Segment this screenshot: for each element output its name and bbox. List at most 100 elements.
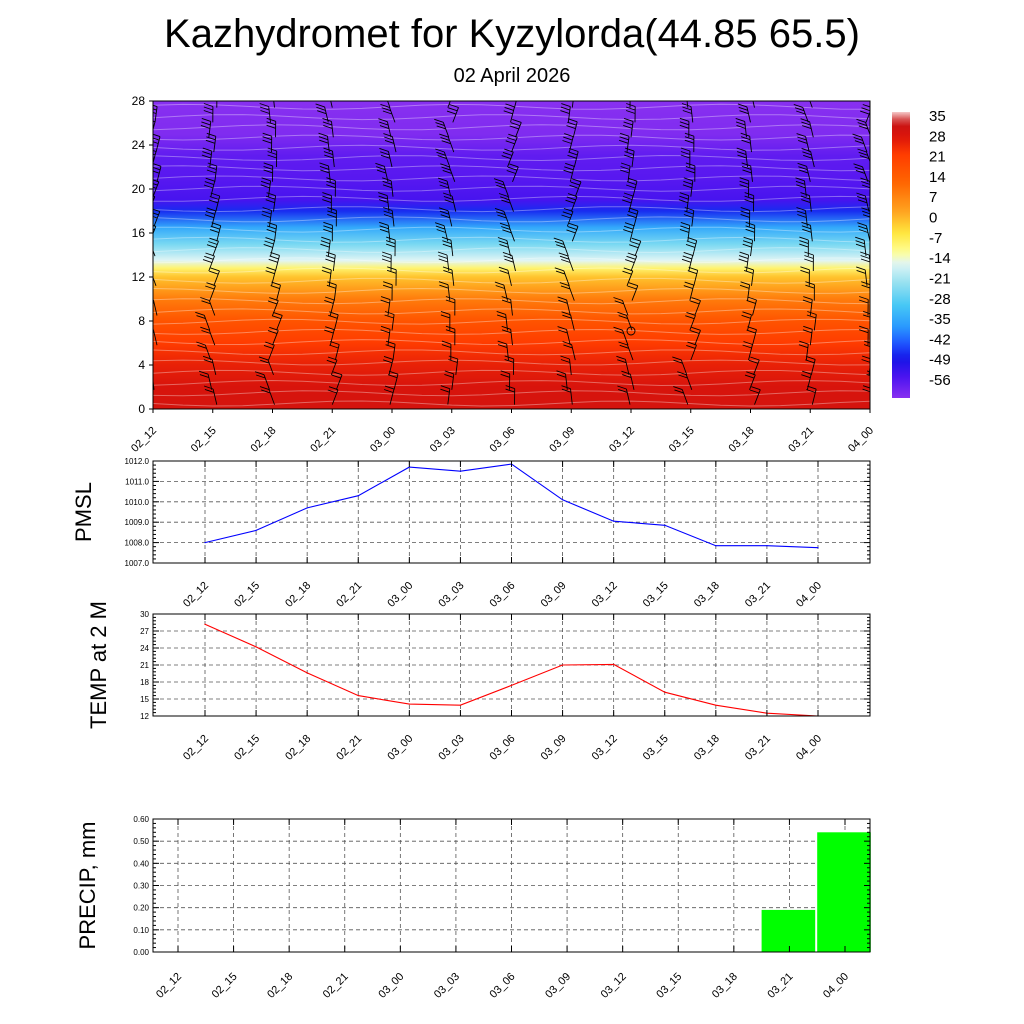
ytick-label: 0.60 — [133, 815, 149, 824]
heatmap-xtick-label: 03_00 — [368, 425, 398, 455]
wind-barb — [856, 118, 870, 136]
series-point — [204, 623, 206, 625]
wind-barb — [796, 207, 808, 227]
ytick-label: 15 — [140, 695, 149, 704]
wind-barb — [138, 283, 153, 301]
ytick-label: 0.30 — [133, 882, 149, 891]
wind-barb — [801, 147, 815, 168]
wind-barb — [268, 251, 280, 272]
wind-barbs — [138, 101, 870, 405]
wind-barb — [805, 281, 815, 301]
contour-line — [153, 400, 870, 407]
wind-barb — [797, 162, 811, 182]
xtick-label: 02_12 — [154, 971, 184, 1001]
wind-barb — [687, 266, 699, 286]
ytick-label: 27 — [140, 627, 149, 636]
wind-barb — [326, 177, 336, 197]
wind-barb — [805, 355, 816, 376]
wind-barb — [626, 177, 638, 197]
wind-barb — [380, 325, 391, 346]
colorbar-label: -21 — [929, 270, 951, 287]
heatmap-ytick-label: 12 — [132, 270, 146, 284]
wind-barb — [266, 221, 278, 242]
series-point — [715, 704, 717, 706]
wind-barb — [265, 266, 276, 286]
xtick-label: 02_15 — [232, 733, 262, 763]
wind-barb — [434, 118, 450, 138]
temp2m-panel: 12 15 18 21 24 27 30 02_12 02_15 02_18 02_21 03_00 0… — [86, 601, 871, 763]
wind-barb — [260, 177, 272, 197]
contour-line — [153, 144, 870, 151]
wind-barb — [852, 133, 868, 153]
wind-barb — [741, 311, 752, 331]
ytick-label: 0.10 — [133, 926, 149, 935]
colorbar-label: 14 — [929, 169, 946, 186]
xtick-label: 03_06 — [488, 971, 518, 1001]
wind-barb — [379, 221, 391, 242]
heatmap-ytick-label: 8 — [138, 314, 145, 328]
wind-barb — [857, 222, 870, 242]
xtick-label: 03_03 — [436, 580, 466, 610]
wind-barb — [673, 386, 689, 405]
wind-barb — [434, 222, 449, 242]
ytick-label: 1009.0 — [125, 518, 150, 527]
wind-barb — [860, 251, 870, 267]
wind-barb — [440, 310, 451, 331]
series-point — [613, 663, 615, 666]
xtick-label: 03_06 — [488, 733, 518, 763]
wind-barb — [494, 207, 510, 227]
wind-barb — [739, 281, 751, 301]
wind-barb — [322, 192, 332, 212]
wind-barb — [566, 222, 579, 242]
wind-barb — [616, 355, 630, 376]
wind-barb — [672, 356, 688, 376]
wind-barb — [625, 252, 638, 272]
wind-barb — [493, 178, 509, 197]
xtick-label: 04_00 — [821, 971, 851, 1001]
series-point — [306, 672, 308, 674]
xtick-label: 03_12 — [590, 733, 620, 763]
ytick-label: 1007.0 — [125, 559, 150, 568]
pmsl-panel: 1007.0 1008.0 1009.0 1010.0 1011.0 1012.0 02_1… — [71, 457, 871, 610]
wind-barb — [323, 221, 333, 242]
contour-line — [153, 379, 870, 387]
series-point — [357, 695, 359, 697]
precip-bar — [761, 909, 816, 952]
wind-barb — [444, 370, 455, 390]
wind-barb — [629, 237, 642, 257]
wind-barb — [324, 296, 335, 316]
heatmap-xtick-label: 02_15 — [189, 425, 219, 455]
wind-barb — [505, 133, 518, 153]
wind-barb — [622, 192, 634, 212]
xtick-label: 02_15 — [232, 580, 262, 610]
xtick-label: 03_18 — [692, 580, 722, 610]
wind-barb — [861, 207, 870, 218]
contour-line — [153, 287, 870, 294]
wind-barb — [153, 328, 158, 346]
wind-barb — [263, 162, 274, 182]
wind-barb — [153, 208, 161, 227]
wind-barb — [684, 132, 695, 153]
xtick-label: 02_21 — [334, 580, 364, 610]
wind-barb — [498, 266, 512, 286]
contour-line — [153, 216, 870, 223]
xtick-label: 03_00 — [385, 733, 415, 763]
wind-barb — [203, 177, 216, 197]
chart-subtitle: 02 April 2026 — [453, 65, 571, 87]
wind-barb — [327, 206, 337, 227]
wind-barb — [561, 385, 573, 405]
wind-barb — [326, 281, 337, 301]
series-point — [459, 470, 461, 472]
wind-barb — [325, 251, 336, 272]
colorbar-label: -14 — [929, 250, 951, 267]
wind-barb — [379, 147, 393, 168]
xtick-label: 04_00 — [794, 580, 824, 610]
wind-barb — [866, 370, 870, 377]
colorbar-label: -28 — [929, 291, 951, 308]
wind-barb — [623, 117, 634, 138]
heatmap-xtick-label: 03_09 — [547, 425, 577, 455]
wind-barb — [499, 222, 515, 242]
wind-barb — [565, 193, 578, 212]
series-point — [817, 547, 819, 549]
